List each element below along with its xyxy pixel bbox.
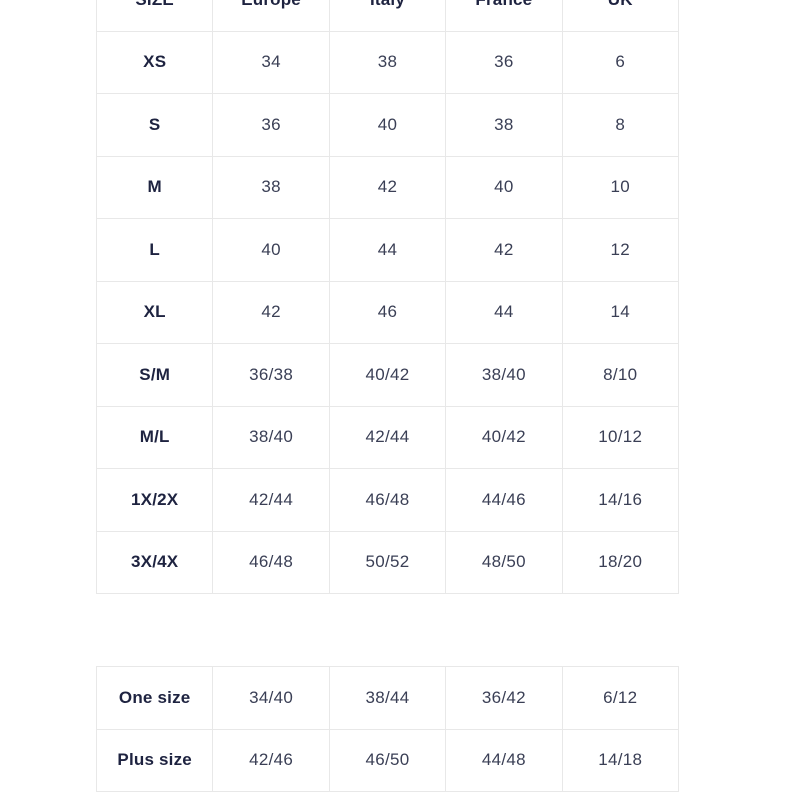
italy-value: 42 [328,155,447,219]
table-body: One size 34/40 38/44 36/42 6/12 Plus siz… [95,666,679,792]
italy-value: 38 [328,30,447,94]
france-value: 44/48 [445,728,563,792]
table-row: One size 34/40 38/44 36/42 6/12 [95,666,679,730]
column-header-italy: Italy [328,0,447,32]
uk-value: 8/10 [561,343,679,407]
size-label: S [95,93,214,157]
size-label: One size [95,666,214,730]
italy-value: 50/52 [328,530,447,594]
table-row: M/L 38/40 42/44 40/42 10/12 [95,405,679,469]
italy-value: 40/42 [328,343,447,407]
france-value: 42 [445,218,563,282]
uk-value: 14 [561,280,679,344]
table-row: XS 34 38 36 6 [95,30,679,94]
france-value: 38 [445,93,563,157]
uk-value: 6 [561,30,679,94]
europe-value: 34 [212,30,330,94]
table-row: L 40 44 42 12 [95,218,679,282]
france-value: 44 [445,280,563,344]
size-label: Plus size [95,728,214,792]
column-header-france: France [445,0,563,32]
table-row: 3X/4X 46/48 50/52 48/50 18/20 [95,530,679,594]
france-value: 36/42 [445,666,563,730]
column-header-size: SIZE [95,0,214,32]
italy-value: 42/44 [328,405,447,469]
italy-value: 46/50 [328,728,447,792]
size-label: L [95,218,214,282]
primary-size-conversion-table: SIZE Europe Italy France UK XS 34 38 36 … [95,0,679,594]
france-value: 38/40 [445,343,563,407]
europe-value: 34/40 [212,666,330,730]
europe-value: 40 [212,218,330,282]
column-header-uk: UK [561,0,679,32]
column-header-europe: Europe [212,0,330,32]
size-label: XS [95,30,214,94]
table-row: S 36 40 38 8 [95,93,679,157]
size-label: 3X/4X [95,530,214,594]
france-value: 40 [445,155,563,219]
uk-value: 10 [561,155,679,219]
uk-value: 14/18 [561,728,679,792]
uk-value: 8 [561,93,679,157]
uk-value: 18/20 [561,530,679,594]
table-row: Plus size 42/46 46/50 44/48 14/18 [95,728,679,792]
uk-value: 14/16 [561,468,679,532]
table-body: XS 34 38 36 6 S 36 40 38 8 M 38 42 40 10 [95,30,679,594]
italy-value: 38/44 [328,666,447,730]
secondary-size-conversion-table: One size 34/40 38/44 36/42 6/12 Plus siz… [95,666,679,792]
table-row: 1X/2X 42/44 46/48 44/46 14/16 [95,468,679,532]
italy-value: 40 [328,93,447,157]
uk-value: 12 [561,218,679,282]
uk-value: 6/12 [561,666,679,730]
size-label: XL [95,280,214,344]
europe-value: 38/40 [212,405,330,469]
size-label: 1X/2X [95,468,214,532]
europe-value: 42/46 [212,728,330,792]
europe-value: 46/48 [212,530,330,594]
size-label: M [95,155,214,219]
europe-value: 36 [212,93,330,157]
table-row: S/M 36/38 40/42 38/40 8/10 [95,343,679,407]
italy-value: 46 [328,280,447,344]
size-label: M/L [95,405,214,469]
europe-value: 42 [212,280,330,344]
europe-value: 38 [212,155,330,219]
europe-value: 42/44 [212,468,330,532]
size-label: S/M [95,343,214,407]
france-value: 44/46 [445,468,563,532]
table-row: M 38 42 40 10 [95,155,679,219]
italy-value: 46/48 [328,468,447,532]
europe-value: 36/38 [212,343,330,407]
header-row: SIZE Europe Italy France UK [95,0,679,32]
table-row: XL 42 46 44 14 [95,280,679,344]
france-value: 40/42 [445,405,563,469]
table-header: SIZE Europe Italy France UK [95,0,679,32]
france-value: 48/50 [445,530,563,594]
italy-value: 44 [328,218,447,282]
uk-value: 10/12 [561,405,679,469]
france-value: 36 [445,30,563,94]
